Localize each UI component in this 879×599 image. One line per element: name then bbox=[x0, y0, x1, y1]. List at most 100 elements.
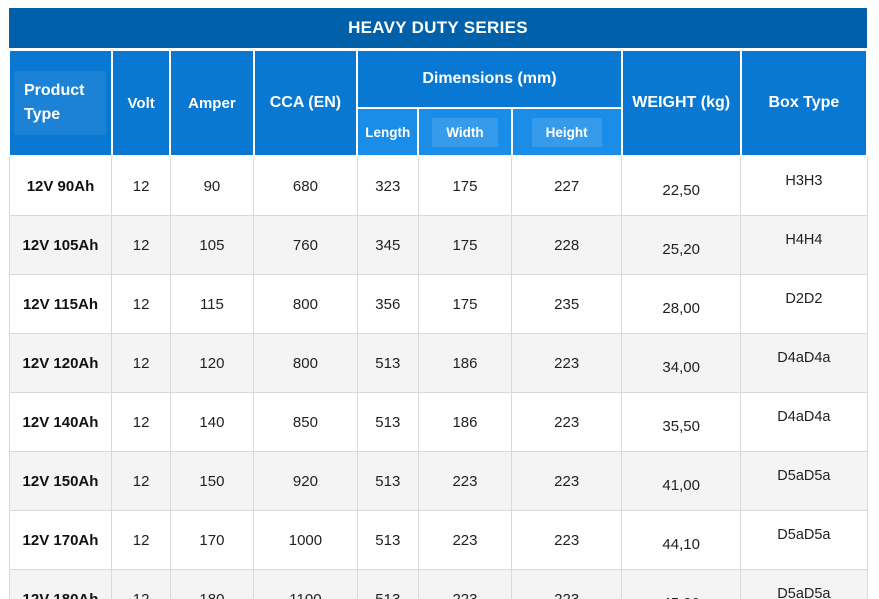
cell-cca: 760 bbox=[253, 215, 358, 275]
cell-width: 175 bbox=[417, 274, 513, 334]
cell-cca: 800 bbox=[253, 274, 358, 334]
cell-volt: 12 bbox=[111, 569, 171, 599]
cell-product-type: 12V 180Ah bbox=[8, 569, 113, 599]
cell-product-type: 12V 150Ah bbox=[8, 451, 113, 511]
cell-cca: 920 bbox=[253, 451, 358, 511]
cell-cca: 850 bbox=[253, 392, 358, 452]
cell-length: 356 bbox=[356, 274, 419, 334]
header-row: Product Type Volt Amper CCA (EN) Dimensi… bbox=[8, 48, 869, 157]
cell-box-type: D2D2 bbox=[740, 274, 868, 334]
table-title: HEAVY DUTY SERIES bbox=[9, 8, 867, 51]
cell-volt: 12 bbox=[111, 510, 171, 570]
cell-cca: 800 bbox=[253, 333, 358, 393]
cell-weight: 41,00 bbox=[621, 451, 742, 511]
cell-weight: 25,20 bbox=[621, 215, 742, 275]
table-row: 12V 170Ah 12 170 1000 513 223 223 44,10 … bbox=[8, 510, 868, 570]
cell-height: 223 bbox=[511, 392, 623, 452]
cell-box-type: D4aD4a bbox=[740, 392, 868, 452]
cell-volt: 12 bbox=[111, 333, 171, 393]
cell-height: 223 bbox=[511, 451, 623, 511]
table-header: HEAVY DUTY SERIES Product Type Volt Ampe… bbox=[8, 8, 869, 157]
cell-weight: 35,50 bbox=[621, 392, 742, 452]
cell-amper: 115 bbox=[169, 274, 255, 334]
cell-cca: 1100 bbox=[253, 569, 358, 599]
cell-width: 223 bbox=[417, 451, 513, 511]
col-header-cca: CCA (EN) bbox=[252, 48, 359, 157]
table-row: 12V 140Ah 12 140 850 513 186 223 35,50 D… bbox=[8, 392, 868, 452]
cell-weight: 34,00 bbox=[621, 333, 742, 393]
cell-length: 513 bbox=[356, 392, 419, 452]
cell-amper: 170 bbox=[169, 510, 255, 570]
col-header-product-type: Product Type bbox=[8, 48, 113, 157]
col-header-height: Height bbox=[510, 107, 623, 157]
cell-length: 323 bbox=[356, 155, 419, 216]
table-body: 12V 90Ah 12 90 680 323 175 227 22,50 H3H… bbox=[8, 155, 868, 599]
cell-weight: 28,00 bbox=[621, 274, 742, 334]
cell-product-type: 12V 105Ah bbox=[8, 215, 113, 275]
cell-height: 223 bbox=[511, 510, 623, 570]
cell-amper: 150 bbox=[169, 451, 255, 511]
title-row: HEAVY DUTY SERIES bbox=[9, 8, 867, 51]
col-header-dimensions: Dimensions (mm) bbox=[356, 48, 623, 109]
cell-length: 513 bbox=[356, 451, 419, 511]
col-header-width: Width bbox=[417, 107, 513, 157]
cell-product-type: 12V 140Ah bbox=[8, 392, 113, 452]
cell-height: 223 bbox=[511, 569, 623, 599]
cell-length: 345 bbox=[356, 215, 419, 275]
cell-volt: 12 bbox=[111, 274, 171, 334]
cell-weight: 44,10 bbox=[621, 510, 742, 570]
col-header-weight: WEIGHT (kg) bbox=[620, 48, 742, 157]
table-row: 12V 180Ah 12 180 1100 513 223 223 45,90 … bbox=[8, 569, 868, 599]
cell-length: 513 bbox=[356, 569, 419, 599]
table-row: 12V 120Ah 12 120 800 513 186 223 34,00 D… bbox=[8, 333, 868, 393]
table-row: 12V 115Ah 12 115 800 356 175 235 28,00 D… bbox=[8, 274, 868, 334]
col-header-height-label: Height bbox=[531, 117, 602, 147]
cell-width: 223 bbox=[417, 569, 513, 599]
cell-amper: 140 bbox=[169, 392, 255, 452]
col-header-product-type-label: Product Type bbox=[14, 71, 106, 135]
cell-volt: 12 bbox=[111, 451, 171, 511]
cell-width: 186 bbox=[417, 392, 513, 452]
sub-header-row: Length Width Height bbox=[9, 107, 867, 157]
cell-length: 513 bbox=[356, 510, 419, 570]
cell-height: 235 bbox=[511, 274, 623, 334]
cell-cca: 1000 bbox=[253, 510, 358, 570]
cell-length: 513 bbox=[356, 333, 419, 393]
cell-box-type: D5aD5a bbox=[740, 510, 868, 570]
cell-height: 228 bbox=[511, 215, 623, 275]
cell-amper: 90 bbox=[169, 155, 255, 216]
cell-product-type: 12V 170Ah bbox=[8, 510, 113, 570]
cell-width: 175 bbox=[417, 155, 513, 216]
cell-width: 223 bbox=[417, 510, 513, 570]
cell-product-type: 12V 90Ah bbox=[8, 155, 113, 216]
col-header-volt: Volt bbox=[110, 48, 172, 157]
cell-amper: 105 bbox=[169, 215, 255, 275]
cell-volt: 12 bbox=[111, 155, 171, 216]
cell-height: 227 bbox=[511, 155, 623, 216]
col-header-box-type: Box Type bbox=[739, 48, 869, 157]
cell-product-type: 12V 120Ah bbox=[8, 333, 113, 393]
col-header-length: Length bbox=[356, 107, 420, 157]
col-header-width-label: Width bbox=[432, 117, 498, 147]
table-row: 12V 90Ah 12 90 680 323 175 227 22,50 H3H… bbox=[8, 155, 868, 216]
cell-box-type: D5aD5a bbox=[740, 569, 868, 599]
cell-amper: 120 bbox=[169, 333, 255, 393]
cell-box-type: H4H4 bbox=[740, 215, 868, 275]
heavy-duty-series-table: HEAVY DUTY SERIES Product Type Volt Ampe… bbox=[8, 8, 869, 599]
cell-weight: 22,50 bbox=[621, 155, 742, 216]
cell-width: 175 bbox=[417, 215, 513, 275]
cell-cca: 680 bbox=[253, 155, 358, 216]
cell-amper: 180 bbox=[169, 569, 255, 599]
cell-weight: 45,90 bbox=[621, 569, 742, 599]
cell-box-type: D4aD4a bbox=[740, 333, 868, 393]
table-row: 12V 150Ah 12 150 920 513 223 223 41,00 D… bbox=[8, 451, 868, 511]
cell-volt: 12 bbox=[111, 215, 171, 275]
cell-volt: 12 bbox=[111, 392, 171, 452]
cell-product-type: 12V 115Ah bbox=[8, 274, 113, 334]
cell-box-type: D5aD5a bbox=[740, 451, 868, 511]
cell-box-type: H3H3 bbox=[740, 155, 868, 216]
table-row: 12V 105Ah 12 105 760 345 175 228 25,20 H… bbox=[8, 215, 868, 275]
cell-height: 223 bbox=[511, 333, 623, 393]
col-header-amper: Amper bbox=[169, 48, 255, 157]
